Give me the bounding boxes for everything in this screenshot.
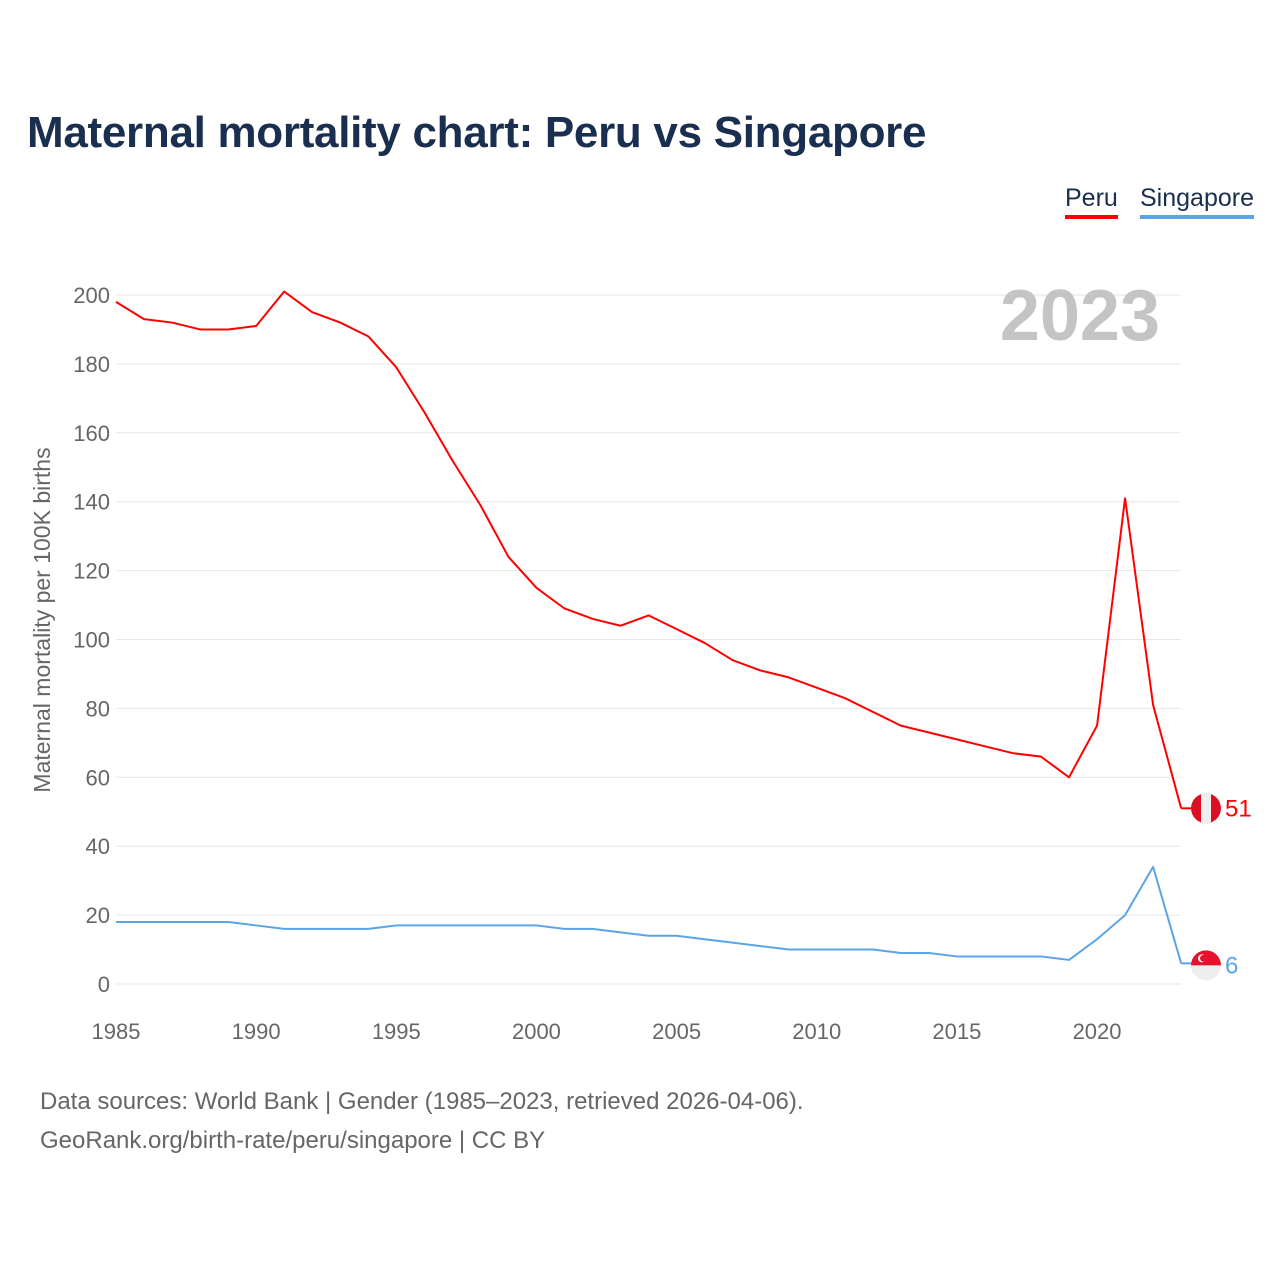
y-tick-label: 120 [73, 559, 110, 584]
x-tick-label: 2015 [932, 1019, 981, 1044]
peru-flag-icon [1191, 793, 1221, 824]
y-tick-label: 40 [86, 834, 110, 859]
y-tick-label: 180 [73, 352, 110, 377]
y-tick-label: 80 [86, 696, 110, 721]
legend-peru[interactable]: Peru [1065, 184, 1118, 219]
series-line-peru [115, 290, 1183, 809]
y-tick-label: 60 [86, 765, 110, 790]
end-value-label: 6 [1225, 952, 1238, 979]
y-tick-label: 140 [73, 490, 110, 515]
x-tick-label: 2000 [512, 1019, 561, 1044]
singapore-flag-icon [1191, 950, 1221, 981]
x-tick-label: 2010 [792, 1019, 841, 1044]
x-tick-label: 1990 [232, 1019, 281, 1044]
series-line-singapore [116, 865, 1183, 964]
legend-singapore[interactable]: Singapore [1140, 184, 1254, 219]
x-tick-label: 1995 [372, 1019, 421, 1044]
y-axis-label: Maternal mortality per 100K births [29, 447, 55, 792]
y-tick-label: 100 [73, 628, 110, 653]
y-tick-label: 20 [86, 903, 110, 928]
year-watermark: 2023 [1000, 276, 1160, 356]
footer-attribution[interactable]: GeoRank.org/birth-rate/peru/singapore | … [40, 1127, 546, 1154]
chart-title: Maternal mortality chart: Peru vs Singap… [27, 108, 927, 157]
x-tick-label: 2020 [1073, 1019, 1122, 1044]
footer-sources: Data sources: World Bank | Gender (1985–… [40, 1088, 804, 1115]
y-tick-label: 160 [73, 421, 110, 446]
end-value-label: 51 [1225, 795, 1252, 822]
x-tick-label: 1985 [92, 1019, 141, 1044]
y-tick-label: 0 [98, 972, 110, 997]
x-tick-label: 2005 [652, 1019, 701, 1044]
y-tick-label: 200 [73, 283, 110, 308]
